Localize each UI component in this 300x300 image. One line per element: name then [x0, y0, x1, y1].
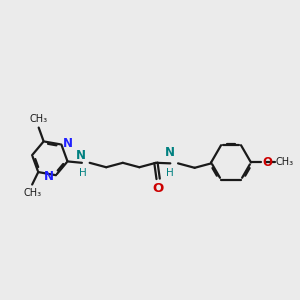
Text: N: N	[165, 146, 175, 159]
Text: CH₃: CH₃	[276, 158, 294, 167]
Text: N: N	[76, 149, 86, 162]
Text: O: O	[262, 156, 272, 169]
Text: O: O	[152, 182, 164, 195]
Text: H: H	[167, 168, 174, 178]
Text: N: N	[63, 137, 73, 150]
Text: H: H	[79, 168, 86, 178]
Text: N: N	[44, 170, 54, 183]
Text: CH₃: CH₃	[30, 114, 48, 124]
Text: CH₃: CH₃	[23, 188, 41, 198]
